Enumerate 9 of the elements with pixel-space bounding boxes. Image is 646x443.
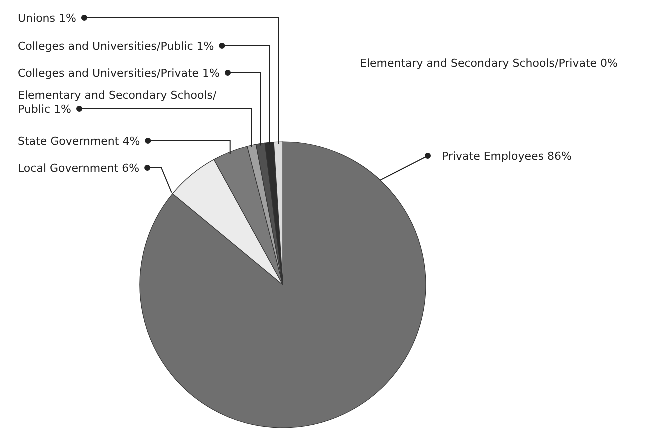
slice-label: Colleges and Universities/Private 1% — [18, 67, 220, 80]
pie-slice — [140, 142, 426, 428]
slice-label: Unions 1% — [18, 12, 76, 25]
slice-label: State Government 4% — [18, 135, 140, 148]
slice-label: Elementary and Secondary Schools/Public 1% — [18, 89, 218, 116]
slice-label: Local Government 6% — [18, 162, 140, 175]
legend-label: Colleges and Universities/Public 1% — [18, 40, 214, 53]
category-label: Elementary and Secondary Schools/Private 0% — [360, 57, 618, 70]
slice-label: Private Employees 86% — [442, 150, 572, 163]
